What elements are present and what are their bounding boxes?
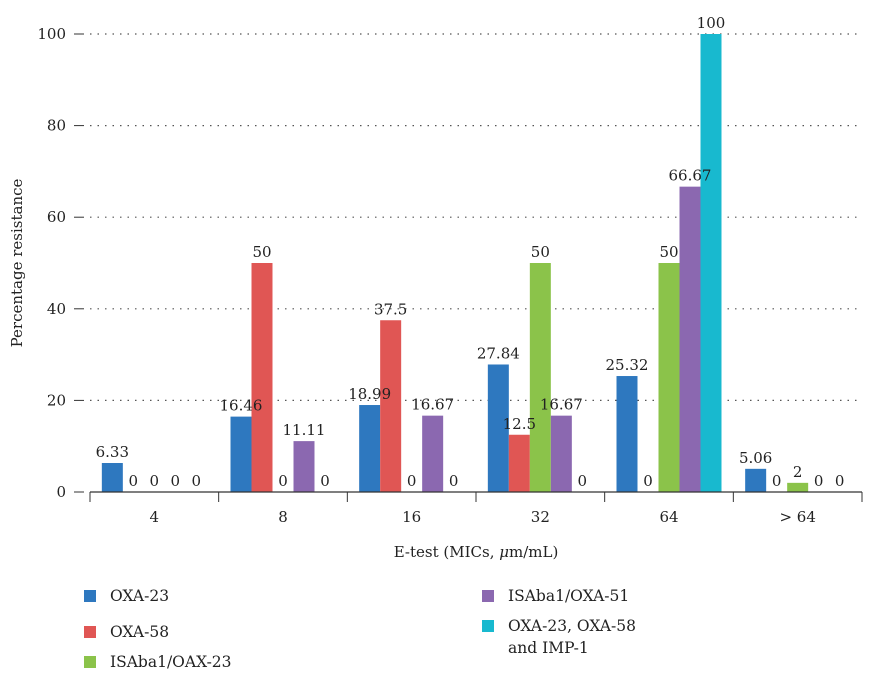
data-label: 16.67: [411, 396, 454, 414]
x-axis: 4 8 16 32 64 > 64: [89, 491, 863, 526]
gridlines: [90, 33, 862, 401]
data-label: 2: [793, 463, 803, 481]
y-axis-title: Percentage resistance: [8, 178, 26, 347]
y-axis-ticks: 0 20 40 60 80 100: [37, 25, 84, 501]
data-label: 0: [150, 472, 160, 490]
bar: [658, 263, 680, 492]
x-axis-title-prefix: E-test (MICs,: [394, 543, 500, 561]
y-tick-label: 40: [47, 300, 66, 318]
bar: [700, 34, 722, 492]
data-label: 6.33: [96, 443, 129, 461]
data-label: 0: [192, 472, 202, 490]
x-axis-title-italic: μ: [499, 543, 509, 561]
data-label: 27.84: [477, 344, 520, 362]
y-tick-label: 60: [47, 208, 66, 226]
bar: [787, 482, 809, 492]
bar: [745, 468, 767, 492]
bar: [679, 186, 701, 492]
bar: [487, 364, 509, 492]
x-tick-label: 4: [150, 508, 160, 526]
bar: [550, 415, 572, 492]
y-tick-label: 80: [47, 117, 66, 135]
data-label: 100: [697, 14, 726, 32]
y-tick-label: 20: [47, 391, 66, 409]
x-tick-label: 8: [278, 508, 288, 526]
bar: [251, 263, 273, 492]
bars: [101, 34, 809, 492]
data-label: 37.5: [374, 300, 407, 318]
x-axis-title: E-test (MICs, μm/mL): [394, 543, 559, 561]
x-tick-label: 16: [402, 508, 421, 526]
data-label: 16.67: [540, 396, 583, 414]
value-labels: 6.3316.4618.9927.8425.325.0605037.512.50…: [96, 14, 845, 490]
data-label: 25.32: [606, 356, 649, 374]
bar: [230, 416, 252, 492]
data-label: 50: [252, 243, 271, 261]
bar: [101, 463, 123, 492]
bar: [380, 320, 402, 492]
bar: [529, 263, 551, 492]
bar: [508, 434, 530, 492]
data-label: 0: [129, 472, 139, 490]
bar: [293, 441, 315, 492]
data-label: 0: [171, 472, 181, 490]
data-label: 16.46: [220, 397, 263, 415]
bar: [422, 415, 444, 492]
data-label: 0: [643, 472, 653, 490]
data-label: 66.67: [669, 167, 712, 185]
y-tick-label: 100: [37, 25, 66, 43]
data-label: 0: [278, 472, 288, 490]
x-tick-label: 64: [659, 508, 678, 526]
data-label: 0: [835, 472, 845, 490]
data-label: 18.99: [348, 385, 391, 403]
data-label: 0: [449, 472, 459, 490]
data-label: 11.11: [283, 421, 326, 439]
data-label: 0: [772, 472, 782, 490]
bar: [616, 376, 638, 492]
data-label: 0: [578, 472, 588, 490]
data-label: 50: [659, 243, 678, 261]
x-tick-label: > 64: [779, 508, 815, 526]
data-label: 0: [320, 472, 330, 490]
data-label: 50: [531, 243, 550, 261]
data-label: 0: [814, 472, 824, 490]
data-label: 5.06: [739, 449, 772, 467]
data-label: 12.5: [503, 415, 536, 433]
x-tick-label: 32: [531, 508, 550, 526]
y-tick-label: 0: [56, 483, 66, 501]
bar: [359, 405, 381, 492]
data-label: 0: [407, 472, 417, 490]
x-axis-title-suffix: m/mL): [509, 543, 558, 561]
